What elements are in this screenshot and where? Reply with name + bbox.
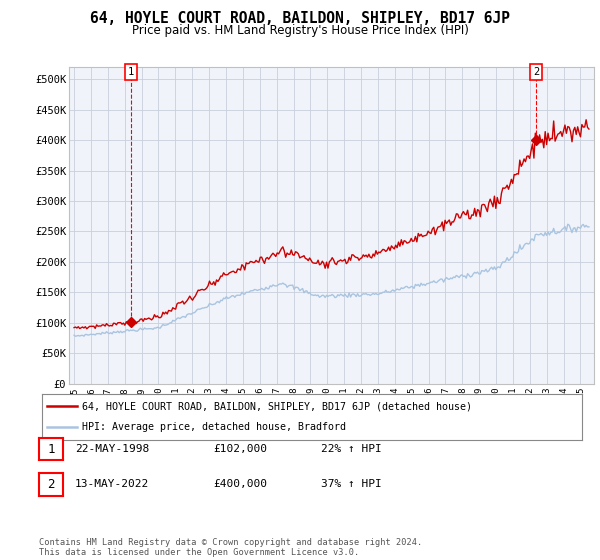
Text: £102,000: £102,000 [213, 444, 267, 454]
Text: Contains HM Land Registry data © Crown copyright and database right 2024.
This d: Contains HM Land Registry data © Crown c… [39, 538, 422, 557]
Text: 22% ↑ HPI: 22% ↑ HPI [321, 444, 382, 454]
Text: 13-MAY-2022: 13-MAY-2022 [75, 479, 149, 489]
Text: Price paid vs. HM Land Registry's House Price Index (HPI): Price paid vs. HM Land Registry's House … [131, 24, 469, 36]
Text: 1: 1 [128, 67, 134, 77]
Text: 37% ↑ HPI: 37% ↑ HPI [321, 479, 382, 489]
Text: 2: 2 [533, 67, 539, 77]
Text: 1: 1 [47, 442, 55, 456]
Text: 64, HOYLE COURT ROAD, BAILDON, SHIPLEY, BD17 6JP: 64, HOYLE COURT ROAD, BAILDON, SHIPLEY, … [90, 11, 510, 26]
Text: 22-MAY-1998: 22-MAY-1998 [75, 444, 149, 454]
Text: HPI: Average price, detached house, Bradford: HPI: Average price, detached house, Brad… [83, 422, 347, 432]
Text: £400,000: £400,000 [213, 479, 267, 489]
Text: 2: 2 [47, 478, 55, 491]
Text: 64, HOYLE COURT ROAD, BAILDON, SHIPLEY, BD17 6JP (detached house): 64, HOYLE COURT ROAD, BAILDON, SHIPLEY, … [83, 401, 473, 411]
